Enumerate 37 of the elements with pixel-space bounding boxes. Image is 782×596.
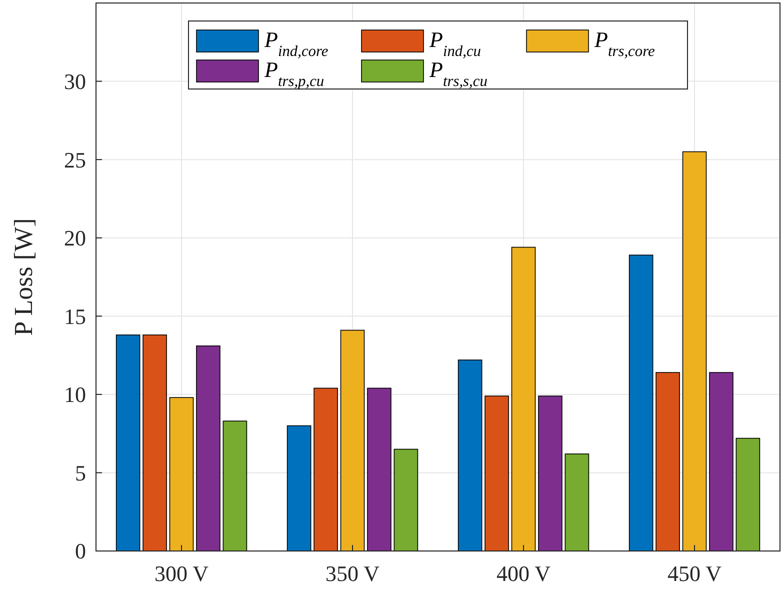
- bar: [484, 396, 509, 552]
- bar: [394, 448, 418, 552]
- x-tick-label: 450 V: [668, 561, 722, 586]
- legend-label: P$_{ind,cu}$: [428, 27, 482, 60]
- bar: [709, 372, 734, 552]
- legend-label: P$_{trs,p,cu}$: [264, 57, 324, 90]
- bar: [564, 454, 590, 552]
- y-tick-label: 0: [75, 538, 86, 564]
- bar: [367, 388, 392, 552]
- bar: [116, 334, 140, 552]
- bar: [538, 396, 562, 552]
- bar: [169, 397, 194, 552]
- bar: [222, 420, 248, 552]
- y-tick-label: 10: [64, 382, 86, 408]
- y-axis-title: P Loss [W]: [9, 218, 38, 336]
- legend-label: P$_{trs,core}$: [594, 27, 655, 60]
- bar: [511, 246, 536, 552]
- y-tick-label: 25: [64, 147, 86, 172]
- x-tick-label: 400 V: [496, 561, 551, 586]
- y-tick-label: 30: [64, 68, 86, 94]
- y-tick-label: 5: [75, 460, 86, 486]
- bar: [458, 360, 482, 552]
- legend-label: P$_{trs,s,cu}$: [428, 57, 488, 90]
- bar: [656, 372, 680, 552]
- bar: [736, 438, 760, 552]
- bar: [286, 425, 312, 552]
- bar: [340, 330, 365, 552]
- x-tick-label: 350 V: [326, 561, 380, 586]
- y-tick-label: 20: [64, 226, 86, 251]
- y-tick-label: 15: [64, 304, 86, 329]
- bar: [142, 334, 167, 552]
- bar: [314, 388, 338, 552]
- legend-label: P$_{ind,core}$: [264, 27, 328, 60]
- bar: [196, 345, 220, 552]
- x-tick-label: 300 V: [154, 561, 209, 586]
- bar: [628, 254, 654, 552]
- bar: [682, 151, 707, 552]
